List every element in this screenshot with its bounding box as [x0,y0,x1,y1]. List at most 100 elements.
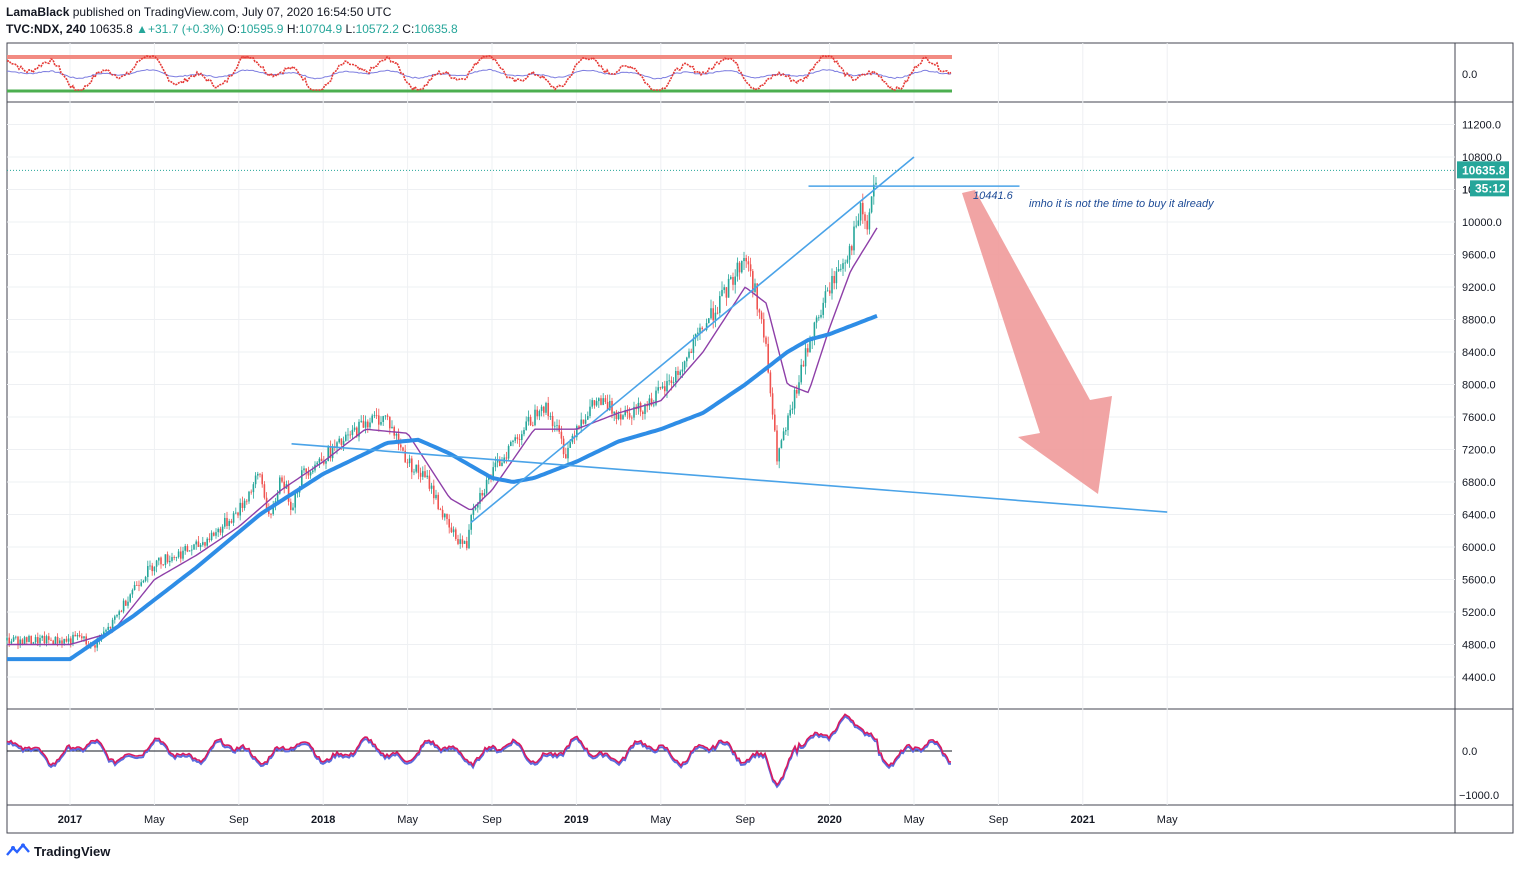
candle-body [83,636,85,639]
time-tick-label: Sep [735,814,755,826]
candle-body [371,415,373,423]
candle-body [466,541,468,549]
candle-body [831,275,833,294]
candle-body [699,327,701,333]
axes: 11200.010800.010400.010000.09600.09200.0… [58,69,1509,826]
candle-body [39,637,41,644]
candle-body [17,636,19,646]
candle-body [320,458,323,461]
price-tick-label: 10000.0 [1462,217,1502,229]
candle-body [232,513,235,523]
candle-body [604,398,607,402]
candle-body [822,302,824,315]
candle-body [230,521,233,523]
candle-body [672,381,675,383]
last-price-badge [1457,161,1509,179]
note-annotation: imho it is not the time to buy it alread… [1029,198,1215,210]
footer-brand[interactable]: TradingView [6,843,110,859]
high-label: H: [286,22,299,36]
time-tick-label: Sep [989,814,1009,826]
candle-body [290,501,292,510]
bottom-oscillator-panel [6,713,952,789]
candle-body [37,637,39,644]
open-value: 10595.9 [240,22,284,36]
candle-body [147,566,149,577]
time-tick-label: 2021 [1071,814,1095,826]
candle-body [681,369,684,372]
candle-body [109,626,112,629]
top-oscillator-slow [6,68,952,80]
candle-body [609,400,611,411]
candle-body [727,278,730,298]
price-tick-label: 7200.0 [1462,445,1496,457]
candle-body [666,381,668,392]
candle-body [21,639,24,645]
candle-body [182,550,184,559]
candle-body [215,532,217,536]
low-label: L: [345,22,356,36]
candle-body [415,464,417,472]
candle-body [127,601,129,606]
candle-body [325,461,327,464]
candle-body [624,410,626,416]
candle-body [133,584,136,591]
candle-body [30,635,32,644]
candle-body [243,500,246,508]
low-value: 10572.2 [355,22,399,36]
candle-body [809,340,811,353]
candle-body [686,357,688,362]
candle-body [589,406,591,417]
candle-body [329,447,332,459]
candles [6,175,877,653]
candle-body [373,415,376,417]
candle-body [188,550,191,552]
candle-body [408,458,411,464]
candle-body [780,440,783,449]
candle-body [736,262,739,277]
candle-body [259,473,261,475]
candle-body [239,502,241,516]
candle-body [70,638,72,644]
candle-body [312,470,314,473]
candle-body [362,420,365,428]
candle-body [477,503,479,508]
candle-body [413,471,415,473]
candle-body [859,202,862,221]
candle-body [287,484,290,502]
candle-body [12,637,15,642]
publish-line: LamaBlack published on TradingView.com, … [6,5,391,19]
candle-body [270,513,272,515]
candle-body [74,634,76,637]
candle-body [50,639,52,641]
candle-body [459,539,461,544]
candle-body [804,348,807,367]
candle-body [417,464,420,473]
candle-body [384,415,387,417]
candle-body [129,594,131,602]
candle-body [472,509,475,516]
candle-body [276,493,279,502]
candle-body [633,406,635,418]
candle-body [400,444,402,448]
candle-body [263,484,266,498]
candle-body [28,635,30,642]
candle-body [455,529,457,539]
candle-body [336,442,338,448]
candle-body [292,507,294,510]
candle-body [842,263,844,269]
candle-body [851,246,853,251]
candle-body [246,500,248,502]
candle-body [626,410,629,414]
candle-body [248,491,250,502]
candle-body [327,447,329,462]
candle-body [732,277,734,285]
candle-body [32,642,35,644]
candle-body [846,259,849,263]
candle-body [701,327,703,329]
candle-body [730,277,732,279]
candle-body [63,638,65,644]
candle-body [206,538,208,546]
candle-body [712,308,714,321]
candle-body [536,409,538,417]
